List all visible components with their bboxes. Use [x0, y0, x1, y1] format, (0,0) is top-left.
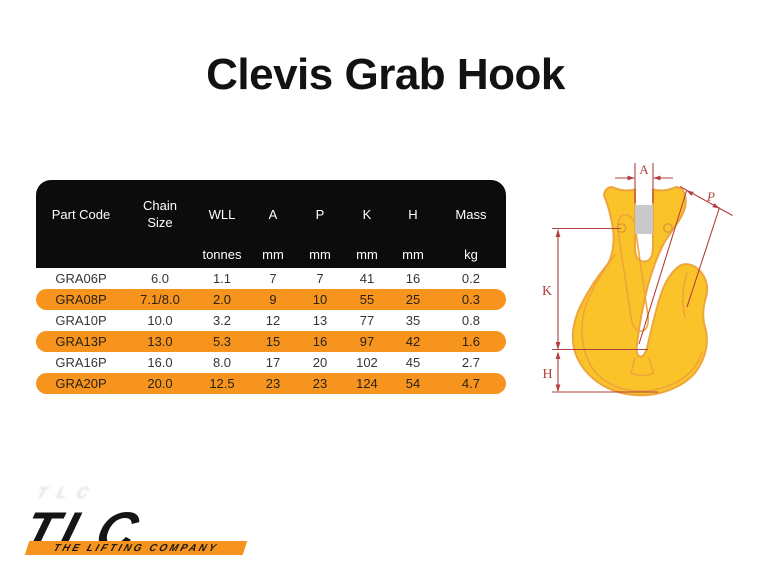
hook-body [571, 186, 709, 397]
col-header-part-code: Part Code [51, 206, 111, 222]
table-cell: 2.0 [212, 292, 232, 307]
table-cell: 7 [269, 271, 277, 286]
table-cell: 23 [312, 376, 328, 391]
col-header-h: H [408, 206, 418, 222]
table-cell: 54 [405, 376, 421, 391]
dim-k: K [542, 227, 648, 351]
table-cell: GRA06P [55, 271, 107, 286]
col-unit-mm: mm [356, 247, 378, 262]
col-unit-tonnes: tonnes [202, 247, 242, 262]
col-unit-mm: mm [262, 247, 284, 262]
table-cell: 13 [312, 313, 328, 328]
table-cell: 0.8 [461, 313, 480, 328]
dim-label-h: H [542, 367, 552, 382]
table-row: GRA20P 20.0 12.5 23 23 124 54 4.7 [36, 373, 506, 394]
spec-table: Part Code Chain Size WLL A P K H Mass tonnes mm m… [36, 180, 506, 394]
table-cell: 124 [356, 376, 378, 391]
table-cell: 41 [359, 271, 375, 286]
dim-h: H [542, 351, 658, 393]
table-cell: 97 [359, 334, 375, 349]
table-cell: 77 [359, 313, 375, 328]
table-cell: 1.1 [212, 271, 232, 286]
table-cell: 35 [405, 313, 421, 328]
table-cell: 20.0 [147, 376, 173, 391]
header-labels-row: Part Code Chain Size WLL A P K H Mass [36, 180, 506, 242]
table-cell: 23 [265, 376, 281, 391]
logo-banner: THE LIFTING COMPANY [24, 541, 248, 555]
table-cell: 0.2 [461, 271, 480, 286]
table-cell: 4.7 [461, 376, 480, 391]
table-cell: 16 [312, 334, 328, 349]
table-cell: 5.3 [212, 334, 232, 349]
col-unit-mm: mm [309, 247, 331, 262]
table-cell: 17 [265, 355, 281, 370]
table-row: GRA16P 16.0 8.0 17 20 102 45 2.7 [36, 352, 506, 373]
dim-label-k: K [542, 284, 552, 299]
dim-label-p: P [706, 189, 715, 204]
table-cell: 9 [269, 292, 277, 307]
table-cell: 55 [359, 292, 375, 307]
table-cell: 16 [405, 271, 421, 286]
table-cell: 16.0 [147, 355, 173, 370]
table-cell: 12 [265, 313, 281, 328]
page-title: Clevis Grab Hook [206, 50, 565, 99]
clevis-pin [635, 205, 653, 234]
col-unit-mm: mm [402, 247, 424, 262]
table-row: GRA06P 6.0 1.1 7 7 41 16 0.2 [36, 268, 506, 289]
dim-p: P [638, 186, 733, 345]
table-cell: 3.2 [212, 313, 232, 328]
header-units-row: tonnes mm mm mm mm kg [36, 242, 506, 268]
table-cell: 1.6 [461, 334, 480, 349]
table-cell: 10.0 [147, 313, 173, 328]
dimension-lines: A P K H [542, 162, 733, 393]
table-cell: GRA10P [55, 313, 107, 328]
table-cell: GRA08P [55, 292, 107, 307]
table-cell: 8.0 [212, 355, 232, 370]
table-row: GRA13P 13.0 5.3 15 16 97 42 1.6 [36, 331, 506, 352]
dim-a: A [615, 162, 673, 203]
table-cell: 25 [405, 292, 421, 307]
col-header-k: K [362, 206, 372, 222]
table-cell: GRA20P [55, 376, 107, 391]
table-cell: 45 [405, 355, 421, 370]
table-cell: 102 [356, 355, 378, 370]
table-cell: 13.0 [147, 334, 173, 349]
table-cell: 42 [405, 334, 421, 349]
table-cell: 0.3 [461, 292, 480, 307]
col-header-p: P [315, 206, 325, 222]
table-row: GRA10P 10.0 3.2 12 13 77 35 0.8 [36, 310, 506, 331]
dim-label-a: A [639, 162, 649, 177]
col-header-a: A [268, 206, 278, 222]
tlc-logo: TLC TLC THE LIFTING COMPANY [15, 480, 265, 575]
col-header-mass: Mass [455, 206, 487, 222]
table-header: Part Code Chain Size WLL A P K H Mass tonnes mm m… [36, 180, 506, 268]
table-cell: 20 [312, 355, 328, 370]
table-cell: GRA16P [55, 355, 107, 370]
col-header-wll: WLL [208, 206, 236, 222]
col-header-chain-size: Chain Size [143, 198, 177, 230]
table-cell: 10 [312, 292, 328, 307]
table-cell: 2.7 [461, 355, 480, 370]
table-cell: 7.1/8.0 [140, 292, 180, 307]
logo-tagline: THE LIFTING COMPANY [52, 542, 220, 554]
table-cell: 7 [316, 271, 324, 286]
table-row: GRA08P 7.1/8.0 2.0 9 10 55 25 0.3 [36, 289, 506, 310]
table-cell: GRA13P [55, 334, 107, 349]
table-cell: 12.5 [209, 376, 235, 391]
hook-diagram: A P K H [542, 162, 733, 397]
table-body: GRA06P 6.0 1.1 7 7 41 16 0.2 GRA08P 7.1/8.0 2.0 9 10… [36, 268, 506, 394]
pin-hole-right [663, 223, 673, 233]
col-unit-kg: kg [464, 247, 478, 262]
table-cell: 15 [265, 334, 281, 349]
table-cell: 6.0 [150, 271, 170, 286]
